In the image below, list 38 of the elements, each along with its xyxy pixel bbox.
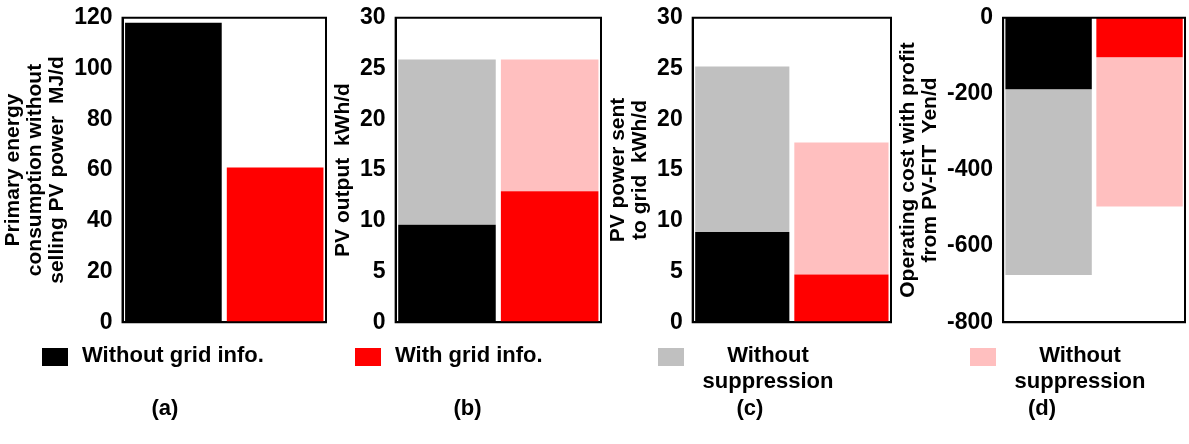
y-tick-label: 10 [360,206,386,233]
y-tick-label: 25 [360,53,386,80]
y-tick-label: 20 [360,104,386,131]
y-tick-label: 60 [86,155,113,182]
y-tick-label: -200 [947,79,994,106]
y-tick-label: 100 [74,53,113,80]
y-axis-title: Operating cost with profit from PV-FIT Yen/d [894,42,940,298]
x-axis-title: (b) [452,395,483,421]
y-tick-label: 15 [360,155,386,182]
y-axis-title: PV power sent to grid kWh/d [604,97,650,243]
y-tick-label: 120 [74,3,113,30]
x-axis-title: (d) [1026,395,1058,421]
y-tick-label: 5 [372,256,386,283]
y-tick-label: 0 [372,307,386,334]
y-tick-label: 40 [86,206,113,233]
y-tick-label: -600 [947,231,994,258]
y-tick-label: 20 [86,256,113,283]
y-tick-label: 30 [657,3,683,30]
y-tick-label: 0 [980,3,994,30]
y-tick-label: 0 [99,307,113,334]
legend-label: Without suppression [1013,342,1147,394]
legend-label: Without grid info. [82,342,264,368]
legend-label: With grid info. [395,342,543,368]
y-tick-label: -800 [947,307,994,334]
x-axis-title: (c) [735,395,765,421]
y-tick-label: 15 [657,155,683,182]
legend-label: Without suppression [701,342,835,394]
y-axis-title: Primary energy consumption without selling PV power MJ/d [0,56,67,284]
y-tick-label: 0 [669,307,683,334]
y-tick-label: -400 [947,155,994,182]
y-tick-label: 5 [669,256,683,283]
y-tick-label: 20 [657,104,683,131]
y-tick-label: 25 [657,53,683,80]
y-tick-label: 30 [360,3,386,30]
y-tick-label: 80 [86,104,113,131]
x-axis-title: (a) [150,395,180,421]
y-tick-label: 10 [657,206,683,233]
y-axis-title: PV output kWh/d [329,83,353,257]
